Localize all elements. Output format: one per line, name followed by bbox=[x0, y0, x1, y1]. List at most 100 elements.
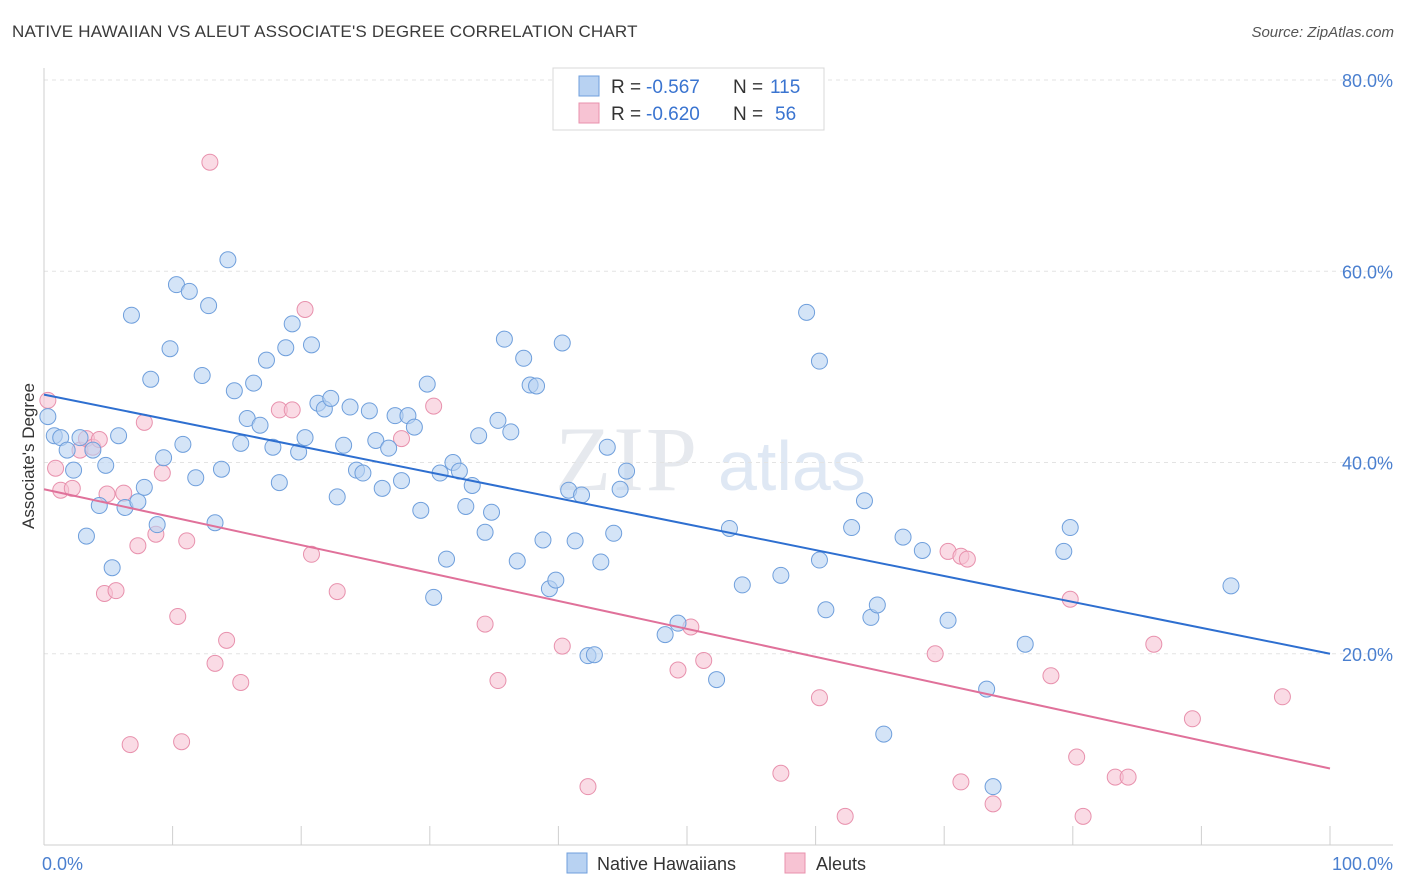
aleuts-point bbox=[232, 673, 250, 691]
x-tick-label-max: 100.0% bbox=[1332, 854, 1393, 874]
native-hawaiians-point bbox=[470, 427, 488, 445]
native-hawaiians-point bbox=[39, 408, 57, 426]
aleuts-point bbox=[173, 733, 191, 751]
native-hawaiians-point bbox=[438, 550, 456, 568]
aleuts-point bbox=[328, 583, 346, 601]
y-tick-labels: 20.0% 40.0% 60.0% 80.0% bbox=[1342, 71, 1393, 665]
native-hawaiians-point bbox=[122, 306, 140, 324]
aleuts-point bbox=[283, 401, 301, 419]
native-hawaiians-point bbox=[894, 528, 912, 546]
aleuts-point bbox=[121, 736, 139, 754]
aleuts-point bbox=[206, 654, 224, 672]
native-hawaiians-point bbox=[360, 402, 378, 420]
series-legend-swatch-aleuts bbox=[784, 852, 806, 874]
y-tick-label: 20.0% bbox=[1342, 645, 1393, 665]
legend-n-label-1: N = bbox=[733, 77, 763, 98]
series-legend: Native Hawaiians Aleuts bbox=[566, 852, 866, 874]
native-hawaiians-point bbox=[58, 441, 76, 459]
native-hawaiians-point bbox=[270, 474, 288, 492]
aleuts-point bbox=[153, 464, 171, 482]
y-tick-label: 40.0% bbox=[1342, 454, 1393, 474]
native-hawaiians-point bbox=[547, 571, 565, 589]
native-hawaiians-point bbox=[135, 478, 153, 496]
native-hawaiians-point bbox=[380, 439, 398, 457]
native-hawaiians-point bbox=[817, 601, 835, 619]
aleuts-point bbox=[810, 689, 828, 707]
aleuts-point bbox=[302, 545, 320, 563]
native-hawaiians-point bbox=[585, 646, 603, 664]
native-hawaiians-point bbox=[103, 559, 121, 577]
aleuts-point bbox=[669, 661, 687, 679]
y-tick-label: 60.0% bbox=[1342, 262, 1393, 282]
native-hawaiians-point bbox=[592, 553, 610, 571]
native-hawaiians-point bbox=[913, 541, 931, 559]
native-hawaiians-point bbox=[84, 441, 102, 459]
aleuts-point bbox=[47, 459, 65, 477]
native-hawaiians-trendline bbox=[43, 393, 1331, 655]
legend-r-label-1: R = bbox=[611, 77, 641, 98]
native-hawaiians-point bbox=[302, 336, 320, 354]
native-hawaiians-point bbox=[193, 366, 211, 384]
correlation-legend: R = -0.567 N = 115 R = -0.620 N = 56 bbox=[552, 67, 825, 131]
native-hawaiians-point bbox=[212, 460, 230, 478]
aleuts-point bbox=[218, 631, 236, 649]
native-hawaiians-point bbox=[708, 671, 726, 689]
native-hawaiians-point bbox=[798, 303, 816, 321]
watermark: ZIP atlas bbox=[555, 408, 866, 510]
native-hawaiians-point bbox=[257, 351, 275, 369]
native-hawaiians-point bbox=[412, 501, 430, 519]
y-tick-label: 80.0% bbox=[1342, 71, 1393, 91]
native-hawaiians-point bbox=[528, 377, 546, 395]
native-hawaiians-point bbox=[489, 411, 507, 429]
legend-r-value-1: -0.567 bbox=[646, 77, 700, 98]
aleuts-point bbox=[169, 607, 187, 625]
aleuts-point bbox=[489, 672, 507, 690]
native-hawaiians-point bbox=[97, 456, 115, 474]
aleuts-point bbox=[984, 795, 1002, 813]
native-hawaiians-point bbox=[618, 462, 636, 480]
native-hawaiians-point bbox=[425, 588, 443, 606]
native-hawaiians-point bbox=[110, 427, 128, 445]
native-hawaiians-point bbox=[656, 626, 674, 644]
native-hawaiians-point bbox=[225, 382, 243, 400]
native-hawaiians-point bbox=[598, 438, 616, 456]
aleuts-point bbox=[129, 537, 147, 555]
native-hawaiians-point bbox=[245, 374, 263, 392]
native-hawaiians-point bbox=[553, 334, 571, 352]
aleuts-point bbox=[1183, 710, 1201, 728]
native-hawaiians-point bbox=[335, 436, 353, 454]
native-hawaiians-point bbox=[341, 398, 359, 416]
source-note: Source: ZipAtlas.com bbox=[1251, 24, 1394, 41]
native-hawaiians-point bbox=[508, 552, 526, 570]
native-hawaiians-point bbox=[495, 330, 513, 348]
native-hawaiians-point bbox=[483, 503, 501, 521]
aleuts-point bbox=[1061, 590, 1079, 608]
native-hawaiians-point bbox=[772, 566, 790, 584]
native-hawaiians-point bbox=[322, 389, 340, 407]
native-hawaiians-point bbox=[155, 449, 173, 467]
series-legend-label-native-hawaiians: Native Hawaiians bbox=[597, 854, 736, 874]
aleuts-point bbox=[695, 651, 713, 669]
aleuts-point bbox=[952, 773, 970, 791]
native-hawaiians-point bbox=[393, 472, 411, 490]
native-hawaiians-points bbox=[39, 251, 1240, 796]
aleuts-point bbox=[1074, 807, 1092, 825]
x-tick-marks bbox=[43, 826, 1331, 845]
native-hawaiians-point bbox=[1222, 577, 1240, 595]
native-hawaiians-point bbox=[142, 370, 160, 388]
native-hawaiians-point bbox=[855, 492, 873, 510]
native-hawaiians-point bbox=[843, 519, 861, 537]
native-hawaiians-point bbox=[129, 493, 147, 511]
native-hawaiians-point bbox=[457, 497, 475, 515]
native-hawaiians-point bbox=[405, 418, 423, 436]
legend-n-label-2: N = bbox=[733, 104, 763, 125]
aleuts-point bbox=[201, 153, 219, 171]
chart-title: NATIVE HAWAIIAN VS ALEUT ASSOCIATE'S DEG… bbox=[12, 22, 638, 41]
aleuts-point bbox=[425, 397, 443, 415]
legend-n-value-1: 115 bbox=[770, 77, 800, 98]
native-hawaiians-point bbox=[1061, 519, 1079, 537]
native-hawaiians-point bbox=[868, 596, 886, 614]
aleuts-point bbox=[958, 550, 976, 568]
native-hawaiians-point bbox=[283, 315, 301, 333]
native-hawaiians-point bbox=[71, 429, 89, 447]
